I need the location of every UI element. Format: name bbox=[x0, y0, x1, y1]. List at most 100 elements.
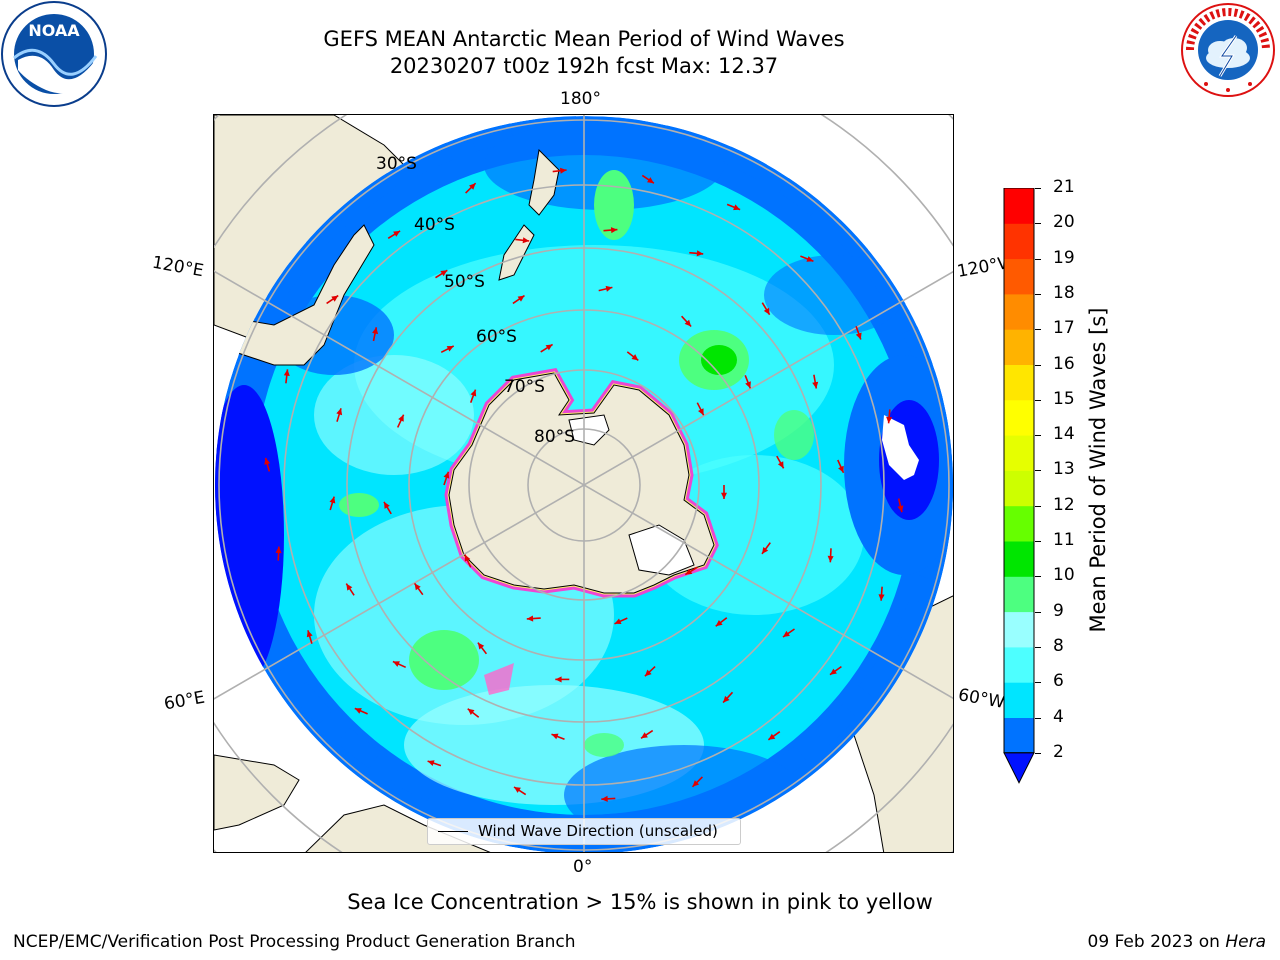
sea-ice-note: Sea Ice Concentration > 15% is shown in … bbox=[347, 890, 933, 914]
lat-label-60s: 60°S bbox=[476, 327, 517, 347]
colorbar-tick-mark bbox=[1035, 611, 1041, 613]
wind-arrow-head bbox=[398, 414, 404, 422]
colorbar-outline bbox=[1003, 187, 1035, 754]
colorbar-tick-mark bbox=[1035, 258, 1041, 260]
date-text: 09 Feb 2023 on bbox=[1087, 932, 1220, 952]
colorbar-segment bbox=[1004, 364, 1034, 401]
colorbar-segment bbox=[1004, 188, 1034, 224]
legend-label: Wind Wave Direction (unscaled) bbox=[478, 822, 718, 840]
lon-label-120e: 120°E bbox=[150, 252, 206, 282]
wind-arrow-head bbox=[522, 237, 530, 244]
colorbar-tick-label: 9 bbox=[1053, 600, 1064, 621]
wind-arrow-head bbox=[601, 795, 608, 802]
colorbar-tick-label: 15 bbox=[1053, 388, 1075, 409]
wind-arrow-head bbox=[715, 620, 723, 627]
noaa-logo-text: NOAA bbox=[28, 21, 80, 40]
colorbar-tick-mark bbox=[1035, 717, 1041, 719]
wind-arrow-head bbox=[464, 554, 471, 562]
wind-arrow-head bbox=[329, 496, 336, 504]
colorbar-tick-mark bbox=[1035, 576, 1041, 578]
wind-arrow-head bbox=[469, 183, 476, 190]
colorbar-segment bbox=[1004, 682, 1034, 718]
wind-arrow-head bbox=[777, 461, 784, 469]
colorbar-tick-label: 4 bbox=[1053, 706, 1064, 727]
wind-arrow-head bbox=[427, 760, 435, 766]
wind-arrow-head bbox=[331, 295, 339, 302]
wind-arrow-head bbox=[806, 256, 814, 262]
colorbar-tick-mark bbox=[1035, 470, 1041, 472]
colorbar-tick-mark bbox=[1035, 399, 1041, 401]
colorbar-segment bbox=[1004, 717, 1034, 754]
wind-arrow-head bbox=[551, 733, 559, 740]
lat-label-70s: 70°S bbox=[504, 377, 545, 397]
colorbar-label: Mean Period of Wind Waves [s] bbox=[1086, 307, 1110, 633]
colorbar-tick-label: 10 bbox=[1053, 565, 1075, 586]
lon-label-60e: 60°E bbox=[162, 687, 207, 715]
wind-wave-arrows bbox=[264, 167, 904, 802]
lat-label-50s: 50°S bbox=[444, 272, 485, 292]
chart-title: GEFS MEAN Antarctic Mean Period of Wind … bbox=[323, 27, 845, 51]
wind-arrow-head bbox=[560, 167, 567, 174]
wind-arrow-head bbox=[783, 630, 790, 637]
colorbar-tick-label: 8 bbox=[1053, 635, 1064, 656]
wind-arrow-head bbox=[555, 676, 562, 683]
host-name: Hera bbox=[1225, 932, 1266, 952]
colorbar-tick-label: 17 bbox=[1053, 318, 1075, 339]
colorbar-tick-mark bbox=[1035, 505, 1041, 507]
wind-arrow-head bbox=[827, 555, 834, 563]
nws-logo-icon bbox=[1176, 0, 1280, 108]
wind-arrow-head bbox=[745, 381, 751, 389]
wind-arrow-head bbox=[698, 408, 704, 416]
colorbar-tick-label: 11 bbox=[1053, 530, 1075, 550]
wind-arrow-head bbox=[336, 408, 343, 416]
colorbar-segment bbox=[1004, 435, 1034, 471]
lat-label-80s: 80°S bbox=[534, 427, 575, 447]
wind-arrow-head bbox=[384, 501, 390, 509]
wind-arrow-head bbox=[264, 457, 271, 465]
wind-arrow-head bbox=[878, 594, 885, 601]
chart-subtitle: 20230207 t00z 192h fcst Max: 12.37 bbox=[389, 54, 779, 78]
wind-arrow-head bbox=[692, 780, 700, 787]
wind-arrow-head bbox=[354, 708, 362, 714]
wind-arrow-head bbox=[897, 505, 904, 513]
wind-arrow-head bbox=[346, 583, 353, 591]
wind-arrow-head bbox=[517, 295, 525, 302]
wind-arrow-head bbox=[614, 618, 622, 624]
wind-arrow-head bbox=[393, 230, 401, 237]
wind-arrow-head bbox=[440, 270, 448, 277]
colorbar-tick-label: 13 bbox=[1053, 459, 1075, 480]
wind-arrow-head bbox=[721, 492, 727, 499]
lon-label-60w: 60°W bbox=[956, 685, 1007, 713]
colorbar-segment bbox=[1004, 646, 1034, 683]
lon-label-180: 180° bbox=[560, 89, 601, 109]
colorbar-tick-mark bbox=[1035, 752, 1041, 754]
wind-arrow-head bbox=[605, 285, 613, 292]
wind-arrow-head bbox=[514, 787, 521, 793]
wind-arrow-head bbox=[685, 568, 693, 575]
colorbar-tick-label: 14 bbox=[1053, 424, 1075, 445]
wind-arrow-head bbox=[443, 471, 450, 479]
colorbar-tick-label: 6 bbox=[1053, 671, 1064, 692]
wind-arrow-head bbox=[610, 227, 618, 234]
colorbar-tick-label: 20 bbox=[1053, 212, 1075, 233]
legend-line-icon bbox=[438, 831, 468, 832]
colorbar bbox=[1003, 187, 1037, 792]
wind-arrow-head bbox=[723, 695, 730, 703]
colorbar-segment bbox=[1004, 223, 1034, 260]
wind-arrow-head bbox=[838, 465, 844, 473]
wind-arrow-head bbox=[414, 583, 421, 591]
wind-arrow-head bbox=[768, 733, 776, 740]
colorbar-tick-label: 18 bbox=[1053, 282, 1075, 303]
wind-arrow-head bbox=[812, 381, 819, 389]
wind-arrow-head bbox=[306, 630, 313, 638]
wind-arrow-head bbox=[647, 177, 654, 184]
lat-label-30s: 30°S bbox=[376, 154, 417, 174]
wind-arrow-head bbox=[763, 307, 770, 315]
colorbar-segment bbox=[1004, 258, 1034, 295]
colorbar-tick-label: 16 bbox=[1053, 353, 1075, 374]
colorbar-segment bbox=[1004, 541, 1034, 577]
colorbar-tick-mark bbox=[1035, 329, 1041, 331]
colorbar-extend-triangle bbox=[1003, 752, 1035, 784]
wind-arrow-head bbox=[830, 668, 837, 675]
wind-arrow-head bbox=[644, 669, 652, 677]
